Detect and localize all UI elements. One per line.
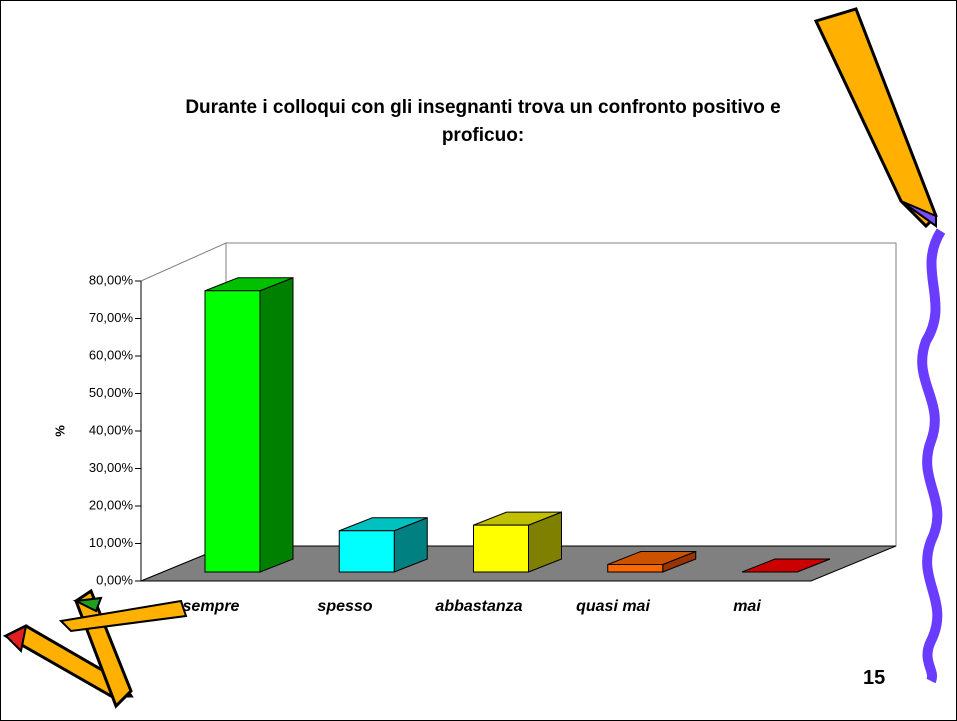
- back-wall: [226, 243, 896, 546]
- y-tick-label: 30,00%: [89, 460, 134, 475]
- decoration-pencil: [6, 591, 186, 706]
- bar: [339, 531, 394, 572]
- decoration-pencil: [816, 9, 936, 226]
- x-tick-label: abbastanza: [435, 598, 522, 615]
- y-tick-label: 10,00%: [89, 535, 134, 550]
- y-tick-label: 60,00%: [89, 347, 134, 362]
- bar: [205, 291, 260, 572]
- x-tick-label: sempre: [183, 598, 240, 615]
- chart-title: Durante i colloqui con gli insegnanti tr…: [153, 94, 813, 150]
- decoration-squiggle: [922, 231, 941, 681]
- y-tick-label: 40,00%: [89, 422, 134, 437]
- slide: % 0,00% 10,00% 20,00% 30,00% 40,00% 50,00% 60,…: [0, 0, 957, 721]
- bar: [608, 565, 663, 573]
- x-tick-label: quasi mai: [576, 598, 650, 615]
- y-axis-label: %: [52, 425, 67, 437]
- y-tick-label: 50,00%: [89, 385, 134, 400]
- bar: [474, 525, 529, 572]
- page-number: 15: [863, 667, 885, 690]
- y-tick-label: 70,00%: [89, 310, 134, 325]
- y-tick-label: 0,00%: [96, 572, 133, 587]
- x-tick-label: spesso: [317, 598, 372, 615]
- bar-side: [260, 278, 293, 572]
- y-tick-label: 20,00%: [89, 497, 134, 512]
- y-tick-label: 80,00%: [89, 272, 134, 287]
- x-tick-label: mai: [733, 598, 761, 615]
